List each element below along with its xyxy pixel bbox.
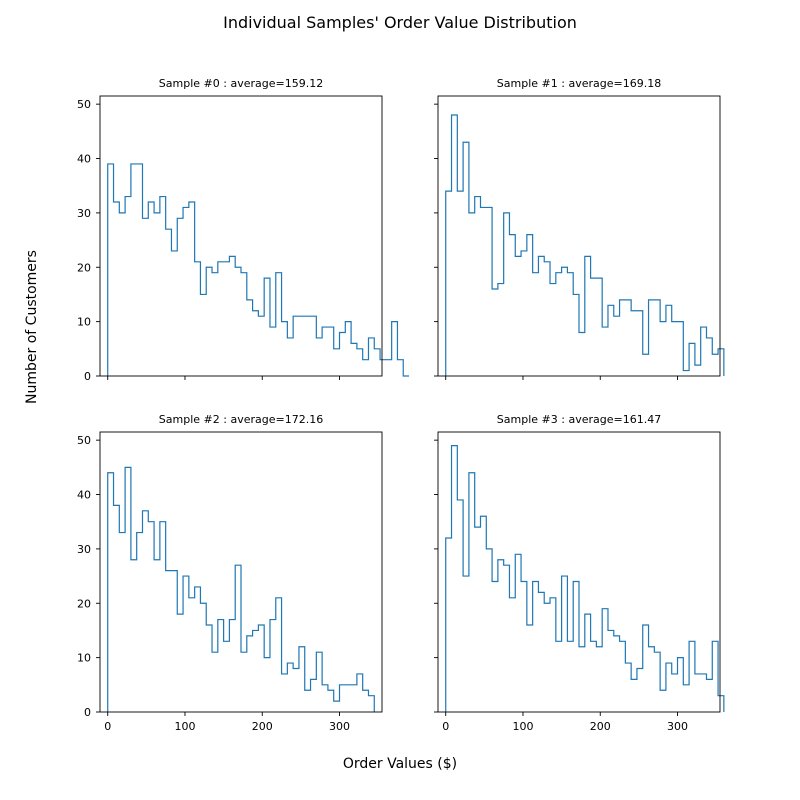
histogram-series-0 — [107, 163, 410, 377]
histogram-series-1 — [445, 114, 725, 376]
x-tick-label: 200 — [252, 720, 273, 733]
figure-title: Individual Samples' Order Value Distribu… — [223, 13, 577, 32]
x-tick-label: 0 — [442, 720, 449, 733]
x-tick-label: 100 — [512, 720, 533, 733]
figure-ylabel: Number of Customers — [24, 250, 40, 404]
subplot-0: Sample #0 : average=159.12 0 10 20 30 40 50 — [77, 77, 410, 383]
histogram-series-3 — [445, 444, 725, 712]
axes-frame-2 — [99, 431, 383, 713]
subplot-3: Sample #3 : average=161.47 0 100 200 300 — [434, 413, 725, 733]
x-tick-label: 300 — [667, 720, 688, 733]
x-tick-label: 0 — [104, 720, 111, 733]
y-tick-label: 10 — [77, 652, 91, 665]
axes-frame-3 — [437, 431, 721, 713]
y-tick-label: 20 — [77, 597, 91, 610]
x-tick-label: 200 — [590, 720, 611, 733]
histogram-series-2 — [107, 466, 375, 712]
y-tick-label: 50 — [77, 98, 91, 111]
figure-xlabel: Order Values ($) — [343, 756, 457, 772]
subplot-2: Sample #2 : average=172.16 0 10 20 30 40 50 0 10… — [77, 413, 383, 733]
subplot-title-1: Sample #1 : average=169.18 — [497, 77, 661, 90]
subplot-title-3: Sample #3 : average=161.47 — [497, 413, 661, 426]
subplot-title-2: Sample #2 : average=172.16 — [159, 413, 323, 426]
y-tick-label: 0 — [84, 706, 91, 719]
y-tick-label: 20 — [77, 261, 91, 274]
y-tick-label: 10 — [77, 316, 91, 329]
y-tick-label: 50 — [77, 434, 91, 447]
y-tick-label: 0 — [84, 370, 91, 383]
y-tick-label: 30 — [77, 543, 91, 556]
y-tick-label: 40 — [77, 153, 91, 166]
y-tick-label: 30 — [77, 207, 91, 220]
axes-frame-0 — [99, 95, 383, 377]
x-tick-label: 300 — [329, 720, 350, 733]
y-tick-label: 40 — [77, 489, 91, 502]
axes-frame-1 — [437, 95, 721, 377]
subplot-1: Sample #1 : average=169.18 — [434, 77, 725, 380]
x-tick-label: 100 — [174, 720, 195, 733]
subplot-title-0: Sample #0 : average=159.12 — [159, 77, 323, 90]
